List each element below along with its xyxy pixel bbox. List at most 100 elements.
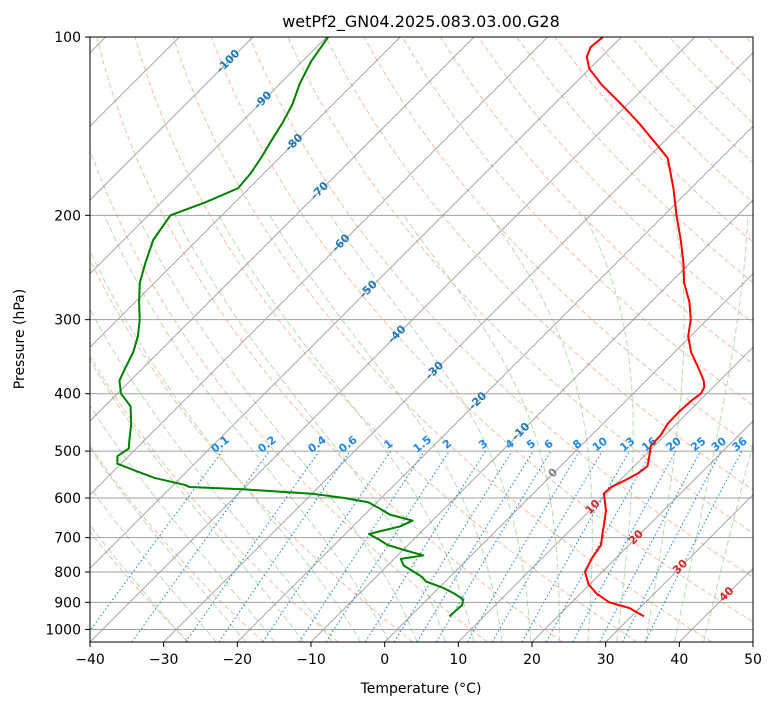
isotherm-line [163,51,753,642]
x-tick-label: −10 [296,652,326,668]
mixing-ratio-label: 0.6 [336,433,360,455]
dry-adiabat-line [669,37,753,124]
dry-adiabat-line [134,37,638,642]
moist-adiabat-line [90,308,333,642]
moist-adiabat-line [674,215,749,642]
dry-adiabat-line [249,37,753,578]
temperature-profile-line [584,37,706,618]
mixing-ratio-line [416,450,534,642]
isotherm-line [90,37,254,201]
isotherm-line [236,125,753,642]
axes: −40 −30 −20 −10 0 10 20 30 40 5010020030040050060… [45,30,762,668]
isotherm-line [90,37,328,275]
moist-adiabat-line [489,215,593,642]
moist-adiabat-line [103,215,390,642]
x-tick-label: 20 [523,652,541,668]
mixing-ratio-label: 2 [440,437,454,452]
mixing-ratio-line [393,450,513,642]
x-tick-label: −40 [75,652,105,668]
isotherm-line [90,37,549,496]
isotherm-line [90,37,475,422]
dry-adiabat-line [554,37,753,243]
isotherm-label: -70 [308,179,331,202]
dry-adiabat-line [439,37,753,365]
dry-adiabat-line [592,37,753,203]
moist-adiabat-line [218,215,475,642]
y-tick-label: 600 [54,491,81,507]
x-tick-label: 40 [670,652,688,668]
x-axis-label: Temperature (°C) [360,681,482,697]
dry-adiabat-line [96,37,563,642]
moist-adiabat-line [174,215,447,642]
isotherm-label: -60 [329,231,352,254]
mixing-ratio-label: 1 [382,437,396,452]
dry-adiabat-line [90,355,339,642]
mixing-ratio-line [218,450,351,642]
isotherm-line [90,37,401,349]
isotherm-label: -50 [357,277,380,300]
mixing-ratio-line [467,450,580,642]
y-tick-label: 700 [54,531,81,547]
dry-adiabat-line [90,258,414,642]
isotherm-line [457,346,753,642]
data-series [116,37,706,618]
dry-adiabat-line [325,37,753,491]
y-tick-label: 900 [54,595,81,611]
moist-adiabat-line [90,404,276,642]
isotherm-label: 0 [546,465,561,480]
mixing-ratio-line [185,450,320,642]
moist-adiabat-line [90,249,361,642]
dry-adiabat-line [745,37,753,45]
isotherm-label: -40 [385,322,408,345]
x-tick-label: −20 [223,652,253,668]
dry-adiabat-line [90,445,264,642]
mixing-ratio-line [298,450,425,642]
x-tick-label: 50 [744,652,762,668]
dry-adiabat-line [707,37,753,85]
moist-adiabat-line [403,215,560,642]
mixing-ratio-line [262,450,392,642]
y-tick-label: 200 [54,208,81,224]
moist-adiabat-line [645,215,685,642]
moist-adiabat-line [703,441,753,642]
mixing-ratio-line [644,450,743,642]
mixing-ratio-line [325,450,450,642]
dry-adiabat-line [172,37,712,642]
isotherm-line [605,493,753,642]
mixing-ratio-line [131,450,270,642]
mixing-ratio-label: 5 [524,437,538,452]
y-tick-label: 1000 [45,622,81,638]
x-tick-label: 30 [597,652,615,668]
y-tick-label: 300 [54,313,81,329]
plot-frame [89,36,754,643]
y-tick-label: 400 [54,387,81,403]
dry-adiabat-line [90,148,488,642]
mixing-ratio-line [364,450,486,642]
y-tick-label: 800 [54,565,81,581]
y-tick-label: 100 [54,30,81,46]
dry-adiabat-line [363,37,753,448]
isotherm-line [384,272,753,642]
dry-adiabat-line [210,37,753,623]
mixing-ratio-line [572,450,677,642]
dry-adiabat-line [287,37,753,534]
moist-adiabat-line [330,215,532,642]
mixing-ratio-label: 1.5 [411,433,434,455]
moist-adiabat-line [90,524,188,642]
isotherm-line [90,37,622,570]
moist-adiabat-line [90,447,247,642]
x-tick-label: 0 [380,652,389,668]
isotherm-line [310,199,753,642]
mixing-ratio-line [90,450,223,632]
mixing-ratio-label: 0.1 [209,433,232,455]
dry-adiabat-line [401,37,753,406]
dry-adiabat-line [516,37,753,284]
dry-adiabat-line [90,531,190,642]
x-tick-label: −30 [149,652,179,668]
moist-adiabat-line [137,215,418,642]
y-axis-label: Pressure (hPa) [12,289,28,389]
moist-adiabat-line [90,486,217,642]
background-lines [90,37,753,642]
